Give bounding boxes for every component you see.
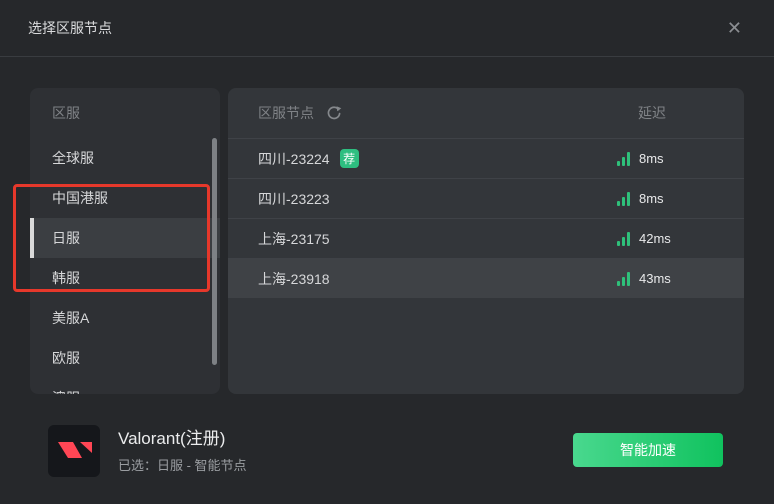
sidebar-item-label: 美服A bbox=[52, 310, 90, 326]
dialog-title: 选择区服节点 bbox=[28, 20, 112, 36]
sidebar-item-china-hk[interactable]: 中国港服 bbox=[30, 178, 220, 218]
node-row-shanghai-23918[interactable]: 上海-23918 43ms bbox=[228, 258, 744, 298]
node-row-sichuan-23224[interactable]: 四川-23224 荐 8ms bbox=[228, 138, 744, 178]
game-title: Valorant(注册) bbox=[118, 429, 226, 448]
sidebar-item-australia[interactable]: 澳服 bbox=[30, 378, 220, 394]
latency-cell: 42ms bbox=[617, 231, 714, 246]
node-name: 四川-23224 bbox=[258, 150, 330, 167]
node-list-title: 区服节点 bbox=[258, 105, 314, 121]
region-list-header: 区服 bbox=[52, 105, 80, 121]
node-name: 上海-23918 bbox=[258, 270, 330, 287]
refresh-icon[interactable] bbox=[326, 105, 342, 121]
signal-bars-icon bbox=[617, 271, 630, 286]
node-list-header: 区服节点 延迟 bbox=[228, 88, 744, 138]
sidebar-item-japan[interactable]: 日服 bbox=[30, 218, 220, 258]
sidebar-item-label: 中国港服 bbox=[52, 190, 108, 206]
sidebar-item-label: 全球服 bbox=[52, 150, 94, 166]
latency-value: 8ms bbox=[639, 151, 664, 166]
dialog-header: 选择区服节点 ✕ bbox=[0, 0, 774, 57]
region-list-panel: 区服 全球服 中国港服 日服 韩服 美服A 欧服 澳服 bbox=[30, 88, 220, 394]
node-list-panel: 区服节点 延迟 四川-23224 荐 8ms 四川-23223 8ms bbox=[228, 88, 744, 394]
recommended-badge: 荐 bbox=[339, 149, 359, 168]
valorant-logo-icon bbox=[48, 425, 100, 477]
latency-value: 42ms bbox=[639, 231, 671, 246]
sidebar-item-label: 欧服 bbox=[52, 350, 80, 366]
sidebar-item-label: 澳服 bbox=[52, 390, 80, 394]
sidebar-scrollbar[interactable] bbox=[212, 138, 217, 365]
smart-accelerate-button[interactable]: 智能加速 bbox=[573, 433, 723, 467]
latency-value: 8ms bbox=[639, 191, 664, 206]
latency-cell: 8ms bbox=[617, 191, 714, 206]
sidebar-item-global[interactable]: 全球服 bbox=[30, 138, 220, 178]
node-row-shanghai-23175[interactable]: 上海-23175 42ms bbox=[228, 218, 744, 258]
node-name: 上海-23175 bbox=[258, 230, 330, 247]
signal-bars-icon bbox=[617, 231, 630, 246]
node-name: 四川-23223 bbox=[258, 190, 330, 207]
latency-column-header: 延迟 bbox=[638, 105, 666, 121]
selected-indicator-bar bbox=[30, 218, 34, 258]
latency-cell: 43ms bbox=[617, 271, 714, 286]
sidebar-item-label: 日服 bbox=[52, 230, 80, 246]
sidebar-item-label: 韩服 bbox=[52, 270, 80, 286]
selected-node-label: 已选：日服 - 智能节点 bbox=[118, 458, 247, 473]
latency-cell: 8ms bbox=[617, 151, 714, 166]
latency-value: 43ms bbox=[639, 271, 671, 286]
close-icon[interactable]: ✕ bbox=[726, 18, 742, 38]
signal-bars-icon bbox=[617, 191, 630, 206]
sidebar-item-us-a[interactable]: 美服A bbox=[30, 298, 220, 338]
node-row-sichuan-23223[interactable]: 四川-23223 8ms bbox=[228, 178, 744, 218]
signal-bars-icon bbox=[617, 151, 630, 166]
sidebar-item-korea[interactable]: 韩服 bbox=[30, 258, 220, 298]
sidebar-item-europe[interactable]: 欧服 bbox=[30, 338, 220, 378]
